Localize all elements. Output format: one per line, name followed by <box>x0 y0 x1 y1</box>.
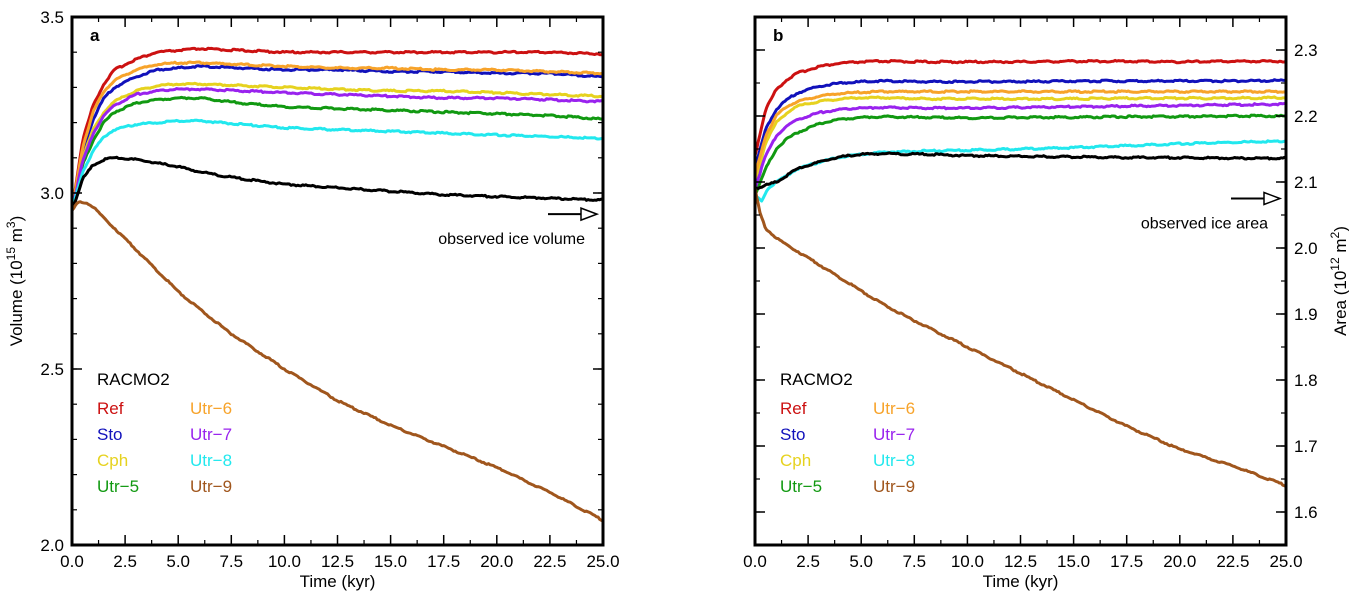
y-tick-label: 1.6 <box>1294 503 1318 522</box>
y-axis-label-main: Area (10 <box>1331 271 1349 336</box>
observed-arrow-head <box>1263 191 1283 206</box>
x-axis-label: Time (kyr) <box>300 572 376 591</box>
x-tick-label: 22.5 <box>1216 552 1249 571</box>
series-line-utr9 <box>72 200 603 523</box>
legend-entry: Utr−8 <box>873 451 915 470</box>
x-tick-label: 10.0 <box>268 552 301 571</box>
y-tick-label: 1.9 <box>1294 305 1318 324</box>
x-tick-label: 0.0 <box>60 552 84 571</box>
series-line-utr5 <box>72 95 603 212</box>
panel-letter: b <box>773 26 783 45</box>
y-axis-label: Volume (1015 m3) <box>4 216 26 347</box>
series-line-utr7 <box>72 87 603 211</box>
series-line-utr8 <box>755 139 1286 203</box>
legend-entry: Utr−6 <box>190 399 232 418</box>
observed-annotation: observed ice volume <box>438 231 585 248</box>
legend-entry: Utr−5 <box>97 477 139 496</box>
y-axis-label-unit-exponent: 3 <box>4 221 18 228</box>
panel-letter: a <box>90 26 100 45</box>
y-axis-label-close: ) <box>7 216 26 222</box>
panel-b-area-chart: 0.0 2.5 5.0 7.5 10.0 12.5 15.0 17.5 20.0 22.5 25.0… <box>743 15 1349 591</box>
x-tick-label: 12.5 <box>1004 552 1037 571</box>
y-axis-label-unit: m <box>1331 238 1349 257</box>
x-tick-label: 20.0 <box>1163 552 1196 571</box>
series-line-black <box>755 151 1286 191</box>
legend-entry: Utr−7 <box>873 425 915 444</box>
y-axis-label-unit-exponent: 2 <box>1328 231 1342 238</box>
legend-title: RACMO2 <box>97 370 170 389</box>
series-line-cph <box>755 95 1286 182</box>
x-tick-label: 22.5 <box>533 552 566 571</box>
plot-area <box>755 58 1286 488</box>
x-tick-label: 2.5 <box>113 552 137 571</box>
series-line-sto <box>72 64 603 212</box>
y-axis-label-close: ) <box>1331 226 1349 232</box>
y-tick-label: 3.0 <box>40 184 64 203</box>
series-line-utr8 <box>72 118 603 211</box>
x-tick-label: 0.0 <box>743 552 767 571</box>
y-tick-label: 3.5 <box>40 8 64 27</box>
x-tick-label: 25.0 <box>586 552 619 571</box>
x-tick-label: 2.5 <box>796 552 820 571</box>
x-tick-label: 10.0 <box>951 552 984 571</box>
observed-arrow-head <box>580 207 600 222</box>
legend-title: RACMO2 <box>780 370 853 389</box>
x-tick-label: 12.5 <box>321 552 354 571</box>
y-axis-label-exponent: 12 <box>1328 257 1342 271</box>
x-tick-label: 5.0 <box>166 552 190 571</box>
legend-entry: Utr−9 <box>190 477 232 496</box>
series-line-utr6 <box>755 89 1286 176</box>
series-line-utr9 <box>755 187 1286 488</box>
y-axis-label-main: Volume (10 <box>7 260 26 346</box>
y-tick-label: 2.5 <box>40 360 64 379</box>
x-tick-label: 15.0 <box>374 552 407 571</box>
x-tick-label: 20.0 <box>480 552 513 571</box>
series-line-utr7 <box>755 101 1286 190</box>
legend-entry: Utr−5 <box>780 477 822 496</box>
y-axis-label: Area (1012 m2) <box>1328 226 1349 336</box>
series-line-ref <box>72 46 603 211</box>
x-tick-label: 17.5 <box>1110 552 1143 571</box>
series-line-ref <box>755 58 1286 156</box>
legend-entry: Sto <box>780 425 806 444</box>
series-line-cph <box>72 81 603 211</box>
x-axis-label: Time (kyr) <box>983 572 1059 591</box>
legend-entry: Cph <box>97 451 128 470</box>
legend-entry: Utr−9 <box>873 477 915 496</box>
y-tick-label: 2.2 <box>1294 107 1318 126</box>
legend-entry: Utr−7 <box>190 425 232 444</box>
legend-entry: Ref <box>97 399 124 418</box>
legend-entry: Sto <box>97 425 123 444</box>
legend-entry: Ref <box>780 399 807 418</box>
series-line-sto <box>755 78 1286 170</box>
series-line-black <box>72 155 603 212</box>
legend-entry: Utr−8 <box>190 451 232 470</box>
y-axis-label-exponent: 15 <box>4 247 18 261</box>
observed-annotation: observed ice area <box>1141 216 1268 233</box>
legend-entry: Utr−6 <box>873 399 915 418</box>
x-tick-label: 7.5 <box>902 552 926 571</box>
plot-area <box>72 46 603 523</box>
x-tick-label: 5.0 <box>849 552 873 571</box>
x-tick-label: 17.5 <box>427 552 460 571</box>
x-tick-label: 25.0 <box>1269 552 1302 571</box>
y-tick-label: 1.7 <box>1294 437 1318 456</box>
y-tick-label: 2.3 <box>1294 41 1318 60</box>
series-line-utr5 <box>755 113 1286 197</box>
y-axis-label-unit: m <box>7 228 26 247</box>
y-tick-label: 2.1 <box>1294 173 1318 192</box>
x-tick-label: 15.0 <box>1057 552 1090 571</box>
y-tick-label: 2.0 <box>40 536 64 555</box>
series-line-utr6 <box>72 60 603 211</box>
x-tick-label: 7.5 <box>219 552 243 571</box>
y-tick-label: 2.0 <box>1294 239 1318 258</box>
legend-entry: Cph <box>780 451 811 470</box>
plot-frame <box>753 15 1288 547</box>
panel-a-volume-chart: 0.0 2.5 5.0 7.5 10.0 12.5 15.0 17.5 20.0 22.5 25.0… <box>4 8 620 591</box>
y-tick-label: 1.8 <box>1294 371 1318 390</box>
